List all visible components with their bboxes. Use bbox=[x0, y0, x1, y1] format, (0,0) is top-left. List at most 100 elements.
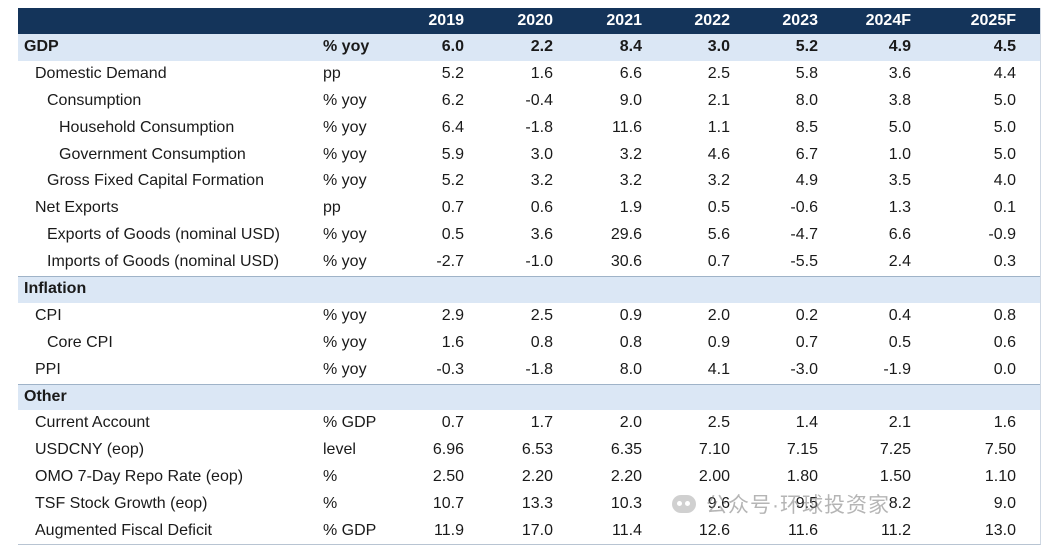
value-cell: 6.4 bbox=[441, 118, 464, 136]
table-row: Imports of Goods (nominal USD) % yoy -2.7 -… bbox=[18, 249, 1041, 276]
value-cell: 8.5 bbox=[795, 118, 818, 136]
value-cell: 7.25 bbox=[879, 441, 911, 459]
value-cell: 9.0 bbox=[993, 495, 1016, 513]
row-label: Gross Fixed Capital Formation bbox=[47, 172, 264, 190]
value-cell: 1.10 bbox=[984, 468, 1016, 486]
table-body: GDP % yoy 6.0 2.2 8.4 3.0 5.2 4.9 4.5 Domestic De… bbox=[18, 34, 1041, 545]
value-cell: 0.3 bbox=[993, 253, 1016, 271]
value-cell: -1.8 bbox=[525, 360, 553, 378]
value-cell: 6.35 bbox=[610, 441, 642, 459]
value-cell: 2.2 bbox=[530, 38, 553, 55]
row-unit: % yoy bbox=[323, 360, 367, 378]
value-cell: 5.2 bbox=[795, 38, 818, 55]
table-row: Government Consumption % yoy 5.9 3.0 3.2 4.6 6… bbox=[18, 142, 1041, 169]
value-cell: 6.6 bbox=[619, 64, 642, 82]
header-year: 2020 bbox=[517, 12, 553, 29]
value-cell: 3.5 bbox=[888, 172, 911, 190]
table-row: Household Consumption % yoy 6.4 -1.8 11.6 1.1… bbox=[18, 115, 1041, 142]
value-cell: 10.7 bbox=[432, 495, 464, 513]
value-cell: 1.6 bbox=[993, 414, 1016, 432]
value-cell: 9.6 bbox=[707, 495, 730, 513]
value-cell: 3.2 bbox=[530, 172, 553, 190]
value-cell: 4.9 bbox=[795, 172, 818, 190]
value-cell: 3.8 bbox=[888, 91, 911, 109]
row-label: Exports of Goods (nominal USD) bbox=[47, 226, 280, 244]
value-cell: 4.1 bbox=[707, 360, 730, 378]
value-cell: 0.4 bbox=[888, 306, 911, 324]
table-row: Domestic Demand pp 5.2 1.6 6.6 2.5 5.8 3.6 4.4 bbox=[18, 61, 1041, 88]
value-cell: 3.2 bbox=[707, 172, 730, 190]
row-label: USDCNY (eop) bbox=[35, 441, 145, 459]
row-label: Government Consumption bbox=[59, 145, 246, 163]
value-cell: 2.50 bbox=[432, 468, 464, 486]
value-cell: -0.3 bbox=[436, 360, 464, 378]
row-unit: % bbox=[323, 495, 338, 513]
value-cell: 7.15 bbox=[786, 441, 818, 459]
row-label: Other bbox=[24, 387, 67, 405]
value-cell: 8.0 bbox=[795, 91, 818, 109]
value-cell: 2.9 bbox=[441, 306, 464, 324]
value-cell: 0.2 bbox=[795, 306, 818, 324]
row-label: Inflation bbox=[24, 280, 87, 298]
value-cell: 4.9 bbox=[888, 38, 911, 55]
value-cell: -4.7 bbox=[790, 226, 818, 244]
row-unit: level bbox=[323, 441, 356, 459]
header-year: 2019 bbox=[428, 12, 464, 29]
value-cell: 0.1 bbox=[993, 199, 1016, 217]
value-cell: 5.2 bbox=[441, 64, 464, 82]
table-row: TSF Stock Growth (eop)% 10.7 13.3 10.3 9.6 9.… bbox=[18, 491, 1041, 518]
value-cell: 5.2 bbox=[441, 172, 464, 190]
value-cell: 2.0 bbox=[619, 414, 642, 432]
value-cell: 0.7 bbox=[441, 414, 464, 432]
value-cell: 11.9 bbox=[434, 522, 464, 540]
row-label: GDP bbox=[24, 38, 59, 55]
value-cell: 4.6 bbox=[707, 145, 730, 163]
row-label: OMO 7-Day Repo Rate (eop) bbox=[35, 468, 244, 486]
value-cell: 10.3 bbox=[610, 495, 642, 513]
value-cell: 4.5 bbox=[993, 38, 1016, 55]
value-cell: 6.53 bbox=[521, 441, 553, 459]
value-cell: 2.20 bbox=[610, 468, 642, 486]
value-cell: 11.4 bbox=[612, 522, 642, 540]
row-unit: % yoy bbox=[323, 306, 367, 324]
row-unit: % yoy bbox=[323, 226, 367, 244]
value-cell: 1.0 bbox=[888, 145, 911, 163]
section-divider bbox=[18, 383, 1041, 385]
value-cell: 6.0 bbox=[441, 38, 464, 55]
header-row: 2019 2020 2021 2022 2023 2024F 2025F bbox=[18, 8, 1041, 34]
wechat-logo-icon bbox=[672, 495, 696, 513]
value-cell: 12.6 bbox=[698, 522, 730, 540]
header-year: 2024F bbox=[865, 12, 911, 29]
forecast-table: 2019 2020 2021 2022 2023 2024F 2025F GDP… bbox=[18, 8, 1041, 545]
value-cell: 2.5 bbox=[707, 414, 730, 432]
value-cell: 3.2 bbox=[619, 145, 642, 163]
row-unit: pp bbox=[323, 64, 341, 82]
row-unit: % yoy bbox=[323, 38, 370, 55]
value-cell: 4.0 bbox=[993, 172, 1016, 190]
value-cell: 8.0 bbox=[619, 360, 642, 378]
value-cell: 1.4 bbox=[795, 414, 818, 432]
value-cell: 1.6 bbox=[441, 333, 464, 351]
value-cell: 2.00 bbox=[698, 468, 730, 486]
table-row: Core CPI % yoy 1.6 0.8 0.8 0.9 0.7 0.5 0.6 bbox=[18, 330, 1041, 357]
value-cell: 8.4 bbox=[619, 38, 642, 55]
value-cell: 4.4 bbox=[993, 64, 1016, 82]
value-cell: -1.9 bbox=[883, 360, 911, 378]
row-label: Imports of Goods (nominal USD) bbox=[47, 253, 280, 271]
value-cell: 9.0 bbox=[619, 91, 642, 109]
row-unit: % bbox=[323, 468, 338, 486]
value-cell: 3.2 bbox=[619, 172, 642, 190]
value-cell: 3.0 bbox=[707, 38, 730, 55]
value-cell: 13.3 bbox=[521, 495, 553, 513]
value-cell: 1.6 bbox=[530, 64, 553, 82]
row-unit: % yoy bbox=[323, 118, 367, 136]
value-cell: 6.6 bbox=[888, 226, 911, 244]
header-year: 2022 bbox=[694, 12, 730, 29]
row-label: TSF Stock Growth (eop) bbox=[35, 495, 208, 513]
table-row: Current Account % GDP 0.7 1.7 2.0 2.5 1.4 2.1 1.… bbox=[18, 410, 1041, 437]
row-unit: pp bbox=[323, 199, 341, 217]
value-cell: 0.6 bbox=[993, 333, 1016, 351]
value-cell: 5.8 bbox=[795, 64, 818, 82]
value-cell: 6.7 bbox=[795, 145, 818, 163]
value-cell: 0.5 bbox=[441, 226, 464, 244]
